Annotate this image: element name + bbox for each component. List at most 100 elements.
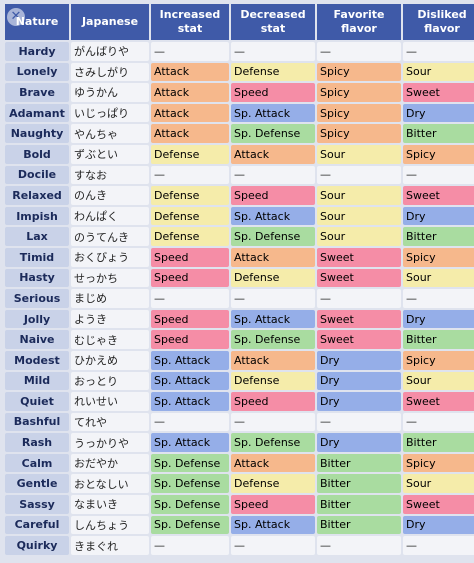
decreased-stat-cell: Speed: [231, 83, 315, 102]
header-nature[interactable]: ✕ Nature: [5, 4, 69, 40]
japanese-name-cell: せっかち: [71, 268, 149, 288]
disliked-flavor-cell: Sweet: [403, 186, 474, 205]
nature-name-cell: Rash: [5, 433, 69, 452]
disliked-flavor-cell: Dry: [403, 515, 474, 535]
decreased-stat-cell: Sp. Attack: [231, 206, 315, 226]
nature-name-cell: Relaxed: [5, 186, 69, 205]
favorite-flavor-cell: Sour: [317, 144, 401, 164]
favorite-flavor-cell: Sweet: [317, 309, 401, 329]
japanese-name-cell: ひかえめ: [71, 350, 149, 370]
japanese-name-cell: おくびょう: [71, 247, 149, 267]
favorite-flavor-cell: Sour: [317, 206, 401, 226]
close-icon[interactable]: ✕: [7, 8, 25, 26]
table-row: Timid おくびょう Speed Attack Sweet Spicy: [5, 247, 474, 267]
favorite-flavor-cell: Dry: [317, 350, 401, 370]
decreased-stat-cell: Attack: [231, 144, 315, 164]
nature-name-cell: Docile: [5, 165, 69, 185]
increased-stat-cell: Attack: [151, 124, 229, 143]
nature-name-cell: Mild: [5, 371, 69, 391]
decreased-stat-cell: Attack: [231, 350, 315, 370]
favorite-flavor-cell: Bitter: [317, 474, 401, 494]
nature-name-cell: Calm: [5, 453, 69, 473]
nature-name-cell: Sassy: [5, 495, 69, 514]
increased-stat-cell: Sp. Defense: [151, 453, 229, 473]
table-row: Quiet れいせい Sp. Attack Speed Dry Sweet: [5, 392, 474, 411]
table-row: Relaxed のんき Defense Speed Sour Sweet: [5, 186, 474, 205]
favorite-flavor-cell: —: [317, 536, 401, 555]
nature-name-cell: Lonely: [5, 62, 69, 82]
japanese-name-cell: わんぱく: [71, 206, 149, 226]
decreased-stat-cell: —: [231, 42, 315, 61]
nature-name-cell: Impish: [5, 206, 69, 226]
japanese-name-cell: さみしがり: [71, 62, 149, 82]
disliked-flavor-cell: Bitter: [403, 330, 474, 349]
disliked-flavor-cell: Sour: [403, 62, 474, 82]
increased-stat-cell: Sp. Defense: [151, 495, 229, 514]
disliked-flavor-cell: Bitter: [403, 227, 474, 246]
nature-name-cell: Quiet: [5, 392, 69, 411]
increased-stat-cell: Sp. Attack: [151, 433, 229, 452]
decreased-stat-cell: Defense: [231, 62, 315, 82]
favorite-flavor-cell: Sweet: [317, 247, 401, 267]
favorite-flavor-cell: Dry: [317, 392, 401, 411]
nature-name-cell: Quirky: [5, 536, 69, 555]
nature-name-cell: Bashful: [5, 412, 69, 432]
decreased-stat-cell: Sp. Defense: [231, 124, 315, 143]
nature-name-cell: Naughty: [5, 124, 69, 143]
increased-stat-cell: Attack: [151, 103, 229, 123]
decreased-stat-cell: Sp. Defense: [231, 330, 315, 349]
japanese-name-cell: ゆうかん: [71, 83, 149, 102]
increased-stat-cell: Speed: [151, 330, 229, 349]
decreased-stat-cell: —: [231, 536, 315, 555]
japanese-name-cell: きまぐれ: [71, 536, 149, 555]
disliked-flavor-cell: Sour: [403, 474, 474, 494]
nature-table: ✕ Nature Japanese Increased stat Decreas…: [3, 2, 474, 557]
japanese-name-cell: なまいき: [71, 495, 149, 514]
increased-stat-cell: Speed: [151, 268, 229, 288]
japanese-name-cell: うっかりや: [71, 433, 149, 452]
disliked-flavor-cell: Bitter: [403, 124, 474, 143]
favorite-flavor-cell: Dry: [317, 371, 401, 391]
disliked-flavor-cell: Dry: [403, 206, 474, 226]
disliked-flavor-cell: Sweet: [403, 392, 474, 411]
favorite-flavor-cell: Spicy: [317, 103, 401, 123]
nature-name-cell: Lax: [5, 227, 69, 246]
decreased-stat-cell: Attack: [231, 247, 315, 267]
table-row: Impish わんぱく Defense Sp. Attack Sour Dry: [5, 206, 474, 226]
japanese-name-cell: おとなしい: [71, 474, 149, 494]
favorite-flavor-cell: Spicy: [317, 83, 401, 102]
nature-name-cell: Bold: [5, 144, 69, 164]
increased-stat-cell: Sp. Attack: [151, 350, 229, 370]
header-disliked-flavor: Disliked flavor: [403, 4, 474, 40]
table-row: Lax のうてんき Defense Sp. Defense Sour Bitter: [5, 227, 474, 246]
table-row: Lonely さみしがり Attack Defense Spicy Sour: [5, 62, 474, 82]
japanese-name-cell: ずぶとい: [71, 144, 149, 164]
decreased-stat-cell: Sp. Defense: [231, 433, 315, 452]
japanese-name-cell: まじめ: [71, 289, 149, 308]
table-body: Hardy がんばりや — — — — Lonely さみしがり Attack Defense Sp…: [5, 42, 474, 555]
japanese-name-cell: おっとり: [71, 371, 149, 391]
favorite-flavor-cell: Bitter: [317, 495, 401, 514]
disliked-flavor-cell: Sour: [403, 371, 474, 391]
japanese-name-cell: がんばりや: [71, 42, 149, 61]
header-favorite-flavor: Favorite flavor: [317, 4, 401, 40]
favorite-flavor-cell: Sweet: [317, 268, 401, 288]
decreased-stat-cell: Defense: [231, 371, 315, 391]
decreased-stat-cell: Sp. Attack: [231, 103, 315, 123]
favorite-flavor-cell: Dry: [317, 433, 401, 452]
nature-name-cell: Careful: [5, 515, 69, 535]
table-row: Careful しんちょう Sp. Defense Sp. Attack Bitter D…: [5, 515, 474, 535]
japanese-name-cell: のうてんき: [71, 227, 149, 246]
nature-name-cell: Brave: [5, 83, 69, 102]
increased-stat-cell: —: [151, 42, 229, 61]
table-row: Adamant いじっぱり Attack Sp. Attack Spicy Dry: [5, 103, 474, 123]
table-row: Bold ずぶとい Defense Attack Sour Spicy: [5, 144, 474, 164]
table-row: Naive むじゃき Speed Sp. Defense Sweet Bitter: [5, 330, 474, 349]
disliked-flavor-cell: Sweet: [403, 83, 474, 102]
japanese-name-cell: れいせい: [71, 392, 149, 411]
decreased-stat-cell: —: [231, 289, 315, 308]
japanese-name-cell: しんちょう: [71, 515, 149, 535]
table-row: Bashful てれや — — — —: [5, 412, 474, 432]
japanese-name-cell: すなお: [71, 165, 149, 185]
table-row: Quirky きまぐれ — — — —: [5, 536, 474, 555]
